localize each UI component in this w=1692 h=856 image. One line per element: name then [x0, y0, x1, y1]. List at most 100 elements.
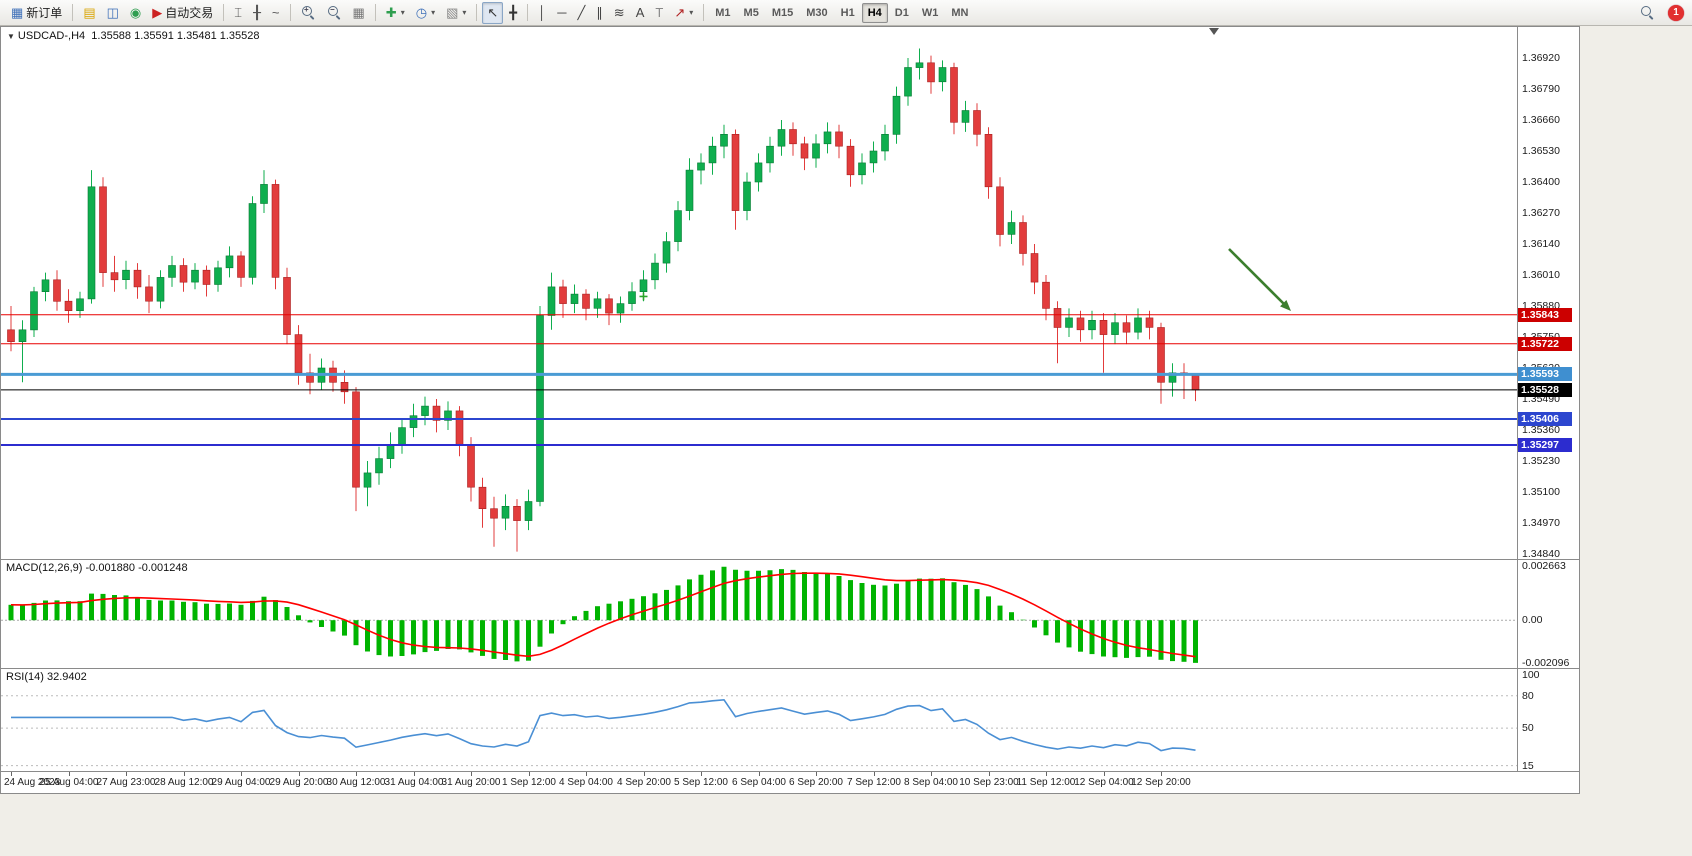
green-arrow-object[interactable]	[1228, 248, 1291, 311]
fibonacci-icon: ≋	[613, 5, 625, 20]
tile-windows-button[interactable]: ▦	[348, 2, 370, 24]
bar-chart-button[interactable]: ⌶	[229, 2, 247, 24]
market-watch-icon: ▤	[83, 5, 96, 20]
time-tick	[356, 772, 357, 776]
price-chart[interactable]	[1, 27, 1517, 559]
price-badge: 1.35722	[1518, 337, 1572, 351]
dropdown-caret-icon[interactable]: ▾	[400, 8, 405, 17]
zoom-in-button[interactable]: +	[296, 2, 321, 24]
text-button[interactable]: A	[631, 2, 650, 24]
text-icon: A	[635, 5, 645, 20]
rsi-chart[interactable]	[1, 669, 1517, 771]
macd-histogram	[8, 566, 1198, 663]
time-axis-label: 12 Sep 04:00	[1074, 777, 1134, 788]
timeframe-mn[interactable]: MN	[951, 6, 969, 19]
timeframe-h1[interactable]: H1	[840, 6, 855, 19]
zoom-out-button[interactable]: −	[322, 2, 347, 24]
candlestick-button[interactable]: ╂	[248, 2, 266, 24]
time-tick	[816, 772, 817, 776]
price-badge: 1.35843	[1518, 308, 1572, 322]
channel-button[interactable]: ∥	[591, 2, 608, 24]
rsi-pane: RSI(14) 32.9402	[1, 669, 1517, 771]
candlestick-icon: ╂	[253, 5, 261, 20]
timeframe-d1[interactable]: D1	[894, 6, 909, 19]
macd-chart[interactable]	[1, 560, 1517, 668]
vertical-line-button[interactable]: │	[533, 2, 551, 24]
rsi-tick-label: 50	[1522, 722, 1534, 734]
time-axis-label: 30 Aug 12:00	[326, 777, 386, 788]
crosshair-icon: ╋	[509, 5, 518, 20]
time-axis-label: 4 Sep 20:00	[617, 777, 671, 788]
periods-button[interactable]: ◷ ▾	[411, 2, 440, 24]
pane-separator[interactable]	[1, 559, 1579, 560]
price-tick-label: 1.35100	[1522, 486, 1560, 498]
time-tick	[586, 772, 587, 776]
time-tick	[1161, 772, 1162, 776]
time-axis[interactable]: 24 Aug 2023 25 Aug 04:00 27 Aug 23:00 28 Au…	[1, 772, 1579, 793]
notification-badge[interactable]: 1	[1668, 4, 1684, 21]
toolbar-separator	[703, 4, 705, 21]
price-axis[interactable]: 1.36920 1.36790 1.36660 1.36530 1.36400 1.362…	[1517, 27, 1579, 559]
arrows-button[interactable]: ↗ ▾	[669, 2, 698, 24]
new-order-button[interactable]: ▦ 新订单	[6, 2, 67, 24]
dropdown-caret-icon[interactable]: ▾	[431, 8, 436, 17]
time-tick	[529, 772, 530, 776]
macd-pane: MACD(12,26,9) -0.001880 -0.001248	[1, 560, 1517, 668]
price-tick-label: 1.36140	[1522, 238, 1560, 250]
vertical-line-icon: │	[538, 5, 547, 20]
timeframe-m15[interactable]: M15	[771, 6, 794, 19]
fibonacci-button[interactable]: ≋	[609, 2, 630, 24]
dropdown-caret-icon[interactable]: ▾	[462, 8, 467, 17]
toolbar-separator	[72, 4, 74, 21]
macd-values: -0.001880 -0.001248	[85, 562, 188, 574]
macd-tick-label: 0.00	[1522, 614, 1543, 626]
search-button[interactable]	[1635, 2, 1660, 24]
timeframe-m1[interactable]: M1	[715, 6, 731, 19]
horizontal-line-objects[interactable]	[1, 314, 1517, 446]
horizontal-line-button[interactable]: ─	[552, 2, 571, 24]
timeframe-m5[interactable]: M5	[743, 6, 759, 19]
time-tick	[931, 772, 932, 776]
zoom-out-icon: −	[327, 5, 342, 20]
templates-button[interactable]: ▧ ▾	[441, 2, 471, 24]
pane-separator[interactable]	[1, 668, 1579, 669]
dropdown-caret-icon[interactable]: ▾	[689, 8, 694, 17]
time-axis-label: 5 Sep 12:00	[674, 777, 728, 788]
timeframe-m30[interactable]: M30	[806, 6, 828, 19]
price-tick-label: 1.36400	[1522, 176, 1560, 188]
line-chart-button[interactable]: ~	[267, 2, 285, 24]
label-icon: T	[655, 5, 664, 20]
macd-tick-label: -0.002096	[1522, 657, 1570, 668]
channel-icon: ∥	[596, 5, 603, 20]
new-order-icon: ▦	[11, 5, 24, 20]
price-tick-label: 1.36530	[1522, 145, 1560, 157]
navigator-button[interactable]: ◉	[125, 2, 146, 24]
data-window-icon: ◫	[106, 5, 119, 20]
toolbar-separator	[527, 4, 529, 21]
trendline-button[interactable]: ╱	[572, 2, 590, 24]
data-window-button[interactable]: ◫	[102, 2, 124, 24]
search-icon	[1640, 5, 1655, 20]
crosshair-button[interactable]: ╋	[504, 2, 522, 24]
time-tick	[299, 772, 300, 776]
market-watch-button[interactable]: ▤	[78, 2, 100, 24]
chart-shift-marker-icon[interactable]	[1209, 28, 1219, 35]
horizontal-line-icon: ─	[557, 5, 567, 20]
time-tick	[241, 772, 242, 776]
label-button[interactable]: T	[650, 2, 668, 24]
time-axis-label: 11 Sep 12:00	[1016, 777, 1076, 788]
cursor-button[interactable]: ↖	[482, 1, 504, 24]
autotrading-button[interactable]: ▶ 自动交易	[147, 2, 218, 24]
timeframe-w1[interactable]: W1	[921, 6, 939, 19]
indicators-button[interactable]: ✚ ▾	[381, 2, 410, 24]
price-tick-label: 1.36790	[1522, 83, 1560, 95]
time-axis-label: 29 Aug 20:00	[269, 777, 329, 788]
indicators-icon: ✚	[385, 5, 397, 20]
templates-icon: ▧	[446, 5, 459, 20]
timeframe-h4[interactable]: H4	[861, 2, 888, 23]
time-axis-label: 27 Aug 23:00	[96, 777, 156, 788]
rsi-value: 32.9402	[46, 671, 87, 683]
time-axis-label: 24 Aug 2023	[4, 777, 61, 788]
time-tick	[126, 772, 127, 776]
time-axis-label: 4 Sep 04:00	[559, 777, 613, 788]
